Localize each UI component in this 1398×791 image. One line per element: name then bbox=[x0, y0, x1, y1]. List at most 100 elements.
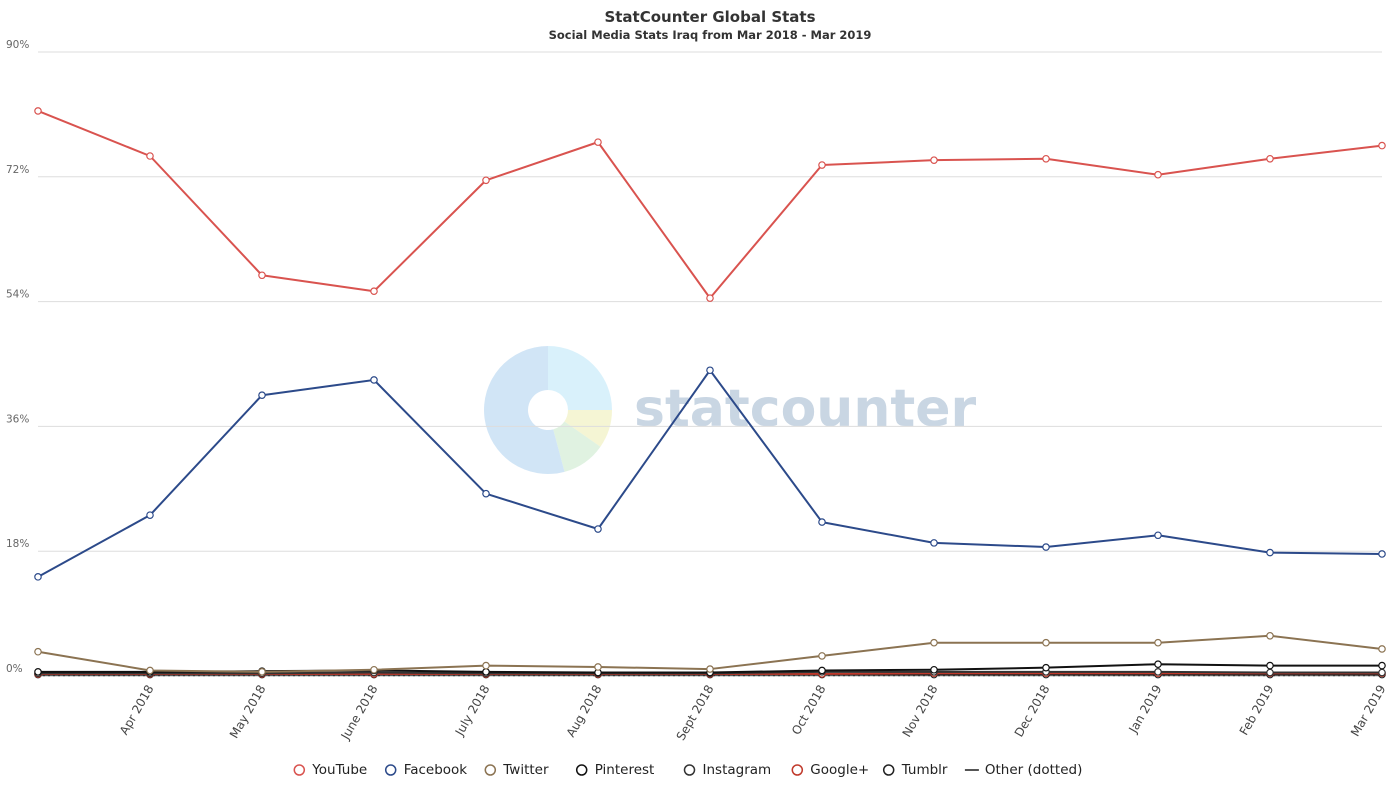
legend-marker-icon bbox=[791, 764, 804, 776]
data-point bbox=[1378, 645, 1386, 653]
chart-subtitle: Social Media Stats Iraq from Mar 2018 - … bbox=[549, 28, 872, 42]
y-tick-label: 90% bbox=[6, 39, 29, 51]
legend-label: Google+ bbox=[810, 762, 869, 778]
chart-legend: YouTube Facebook Twitter Pinterest Instagram… bbox=[293, 762, 1082, 778]
data-point bbox=[1154, 660, 1162, 669]
series-twitter bbox=[34, 631, 1386, 676]
data-point bbox=[34, 107, 42, 115]
x-tick-label: Sept 2018 bbox=[674, 683, 717, 743]
data-point bbox=[594, 525, 602, 533]
y-tick-label: 18% bbox=[6, 538, 29, 550]
y-tick-label: 54% bbox=[6, 289, 29, 301]
legend-item: Instagram bbox=[683, 762, 772, 778]
data-point bbox=[930, 638, 938, 647]
data-point bbox=[1042, 154, 1050, 163]
x-tick-label: May 2018 bbox=[227, 683, 269, 741]
data-point bbox=[1154, 531, 1162, 540]
legend-label: Facebook bbox=[404, 762, 468, 778]
series-line bbox=[37, 110, 1383, 300]
data-point bbox=[146, 666, 154, 675]
legend-item: Google+ bbox=[791, 762, 869, 778]
x-axis-ticks: Apr 2018 May 2018 June 2018 July 2018 Aug 20… bbox=[117, 683, 1389, 743]
y-tick-label: 36% bbox=[6, 413, 29, 425]
x-tick-label: Dec 2018 bbox=[1012, 683, 1053, 740]
data-point bbox=[1154, 638, 1162, 647]
x-tick-label: Oct 2018 bbox=[789, 683, 829, 738]
data-point bbox=[930, 665, 938, 674]
data-point bbox=[1042, 638, 1050, 647]
legend-marker-icon bbox=[575, 764, 588, 776]
watermark-text: statcounter bbox=[634, 379, 976, 439]
data-point bbox=[482, 176, 490, 185]
data-point bbox=[258, 391, 266, 400]
data-point bbox=[370, 287, 378, 296]
data-point bbox=[1378, 141, 1386, 150]
legend-marker-icon bbox=[293, 764, 306, 776]
data-point bbox=[706, 294, 714, 302]
data-point bbox=[1154, 170, 1162, 179]
data-point bbox=[818, 666, 826, 675]
chart-gridlines bbox=[38, 51, 1382, 677]
x-tick-label: July 2018 bbox=[452, 683, 493, 739]
data-point bbox=[594, 663, 602, 671]
data-point bbox=[1266, 661, 1274, 670]
data-point bbox=[482, 489, 490, 498]
legend-label: Tumblr bbox=[901, 762, 948, 778]
data-point bbox=[594, 138, 602, 146]
legend-label: Instagram bbox=[703, 762, 772, 778]
statcounter-logo-icon bbox=[484, 346, 612, 474]
data-point bbox=[1378, 661, 1386, 670]
data-point bbox=[1042, 543, 1050, 551]
series-youtube bbox=[34, 107, 1386, 302]
watermark-slice-green bbox=[553, 421, 601, 472]
data-point bbox=[258, 668, 266, 676]
x-tick-label: Mar 2019 bbox=[1348, 683, 1389, 739]
x-tick-label: Aug 2018 bbox=[564, 683, 605, 740]
data-point bbox=[370, 665, 378, 674]
statcounter-watermark: statcounter bbox=[484, 346, 976, 474]
legend-item: Pinterest bbox=[575, 762, 655, 778]
data-point bbox=[34, 573, 42, 581]
legend-item: Twitter bbox=[484, 762, 549, 778]
data-point bbox=[258, 271, 266, 280]
watermark-slice-cyan bbox=[548, 346, 612, 410]
data-point bbox=[930, 539, 938, 547]
data-point bbox=[1378, 550, 1386, 558]
data-point bbox=[370, 376, 378, 384]
legend-label: Other (dotted) bbox=[985, 762, 1082, 778]
data-point bbox=[818, 518, 826, 526]
x-tick-label: Feb 2019 bbox=[1237, 683, 1277, 738]
y-axis-ticks: 0% 18% 36% 54% 72% 90% bbox=[6, 39, 29, 675]
data-point bbox=[146, 152, 154, 160]
legend-marker-icon bbox=[484, 764, 497, 776]
data-point bbox=[1042, 663, 1050, 672]
legend-item: Tumblr bbox=[882, 762, 948, 778]
legend-label: YouTube bbox=[311, 762, 367, 778]
x-tick-label: Apr 2018 bbox=[117, 683, 157, 738]
legend-label: Twitter bbox=[502, 762, 549, 778]
chart-series bbox=[34, 107, 1386, 679]
data-point bbox=[818, 652, 826, 660]
data-point bbox=[146, 511, 154, 519]
data-point bbox=[1266, 631, 1274, 640]
data-point bbox=[482, 668, 490, 676]
data-point bbox=[930, 156, 938, 164]
y-tick-label: 0% bbox=[6, 663, 23, 675]
legend-marker-icon bbox=[683, 764, 696, 776]
data-point bbox=[34, 647, 42, 656]
data-point bbox=[482, 661, 490, 670]
legend-marker-icon bbox=[384, 764, 397, 776]
legend-marker-icon bbox=[882, 764, 895, 776]
data-point bbox=[1266, 668, 1274, 677]
data-point bbox=[1266, 154, 1274, 163]
data-point bbox=[34, 668, 42, 676]
legend-label: Pinterest bbox=[595, 762, 655, 778]
series-facebook bbox=[34, 366, 1386, 581]
data-point bbox=[1378, 668, 1386, 677]
legend-item: Other (dotted) bbox=[964, 762, 1082, 778]
legend-item: Facebook bbox=[384, 762, 468, 778]
x-tick-label: June 2018 bbox=[338, 683, 381, 743]
watermark-slice-yellow bbox=[564, 410, 612, 447]
